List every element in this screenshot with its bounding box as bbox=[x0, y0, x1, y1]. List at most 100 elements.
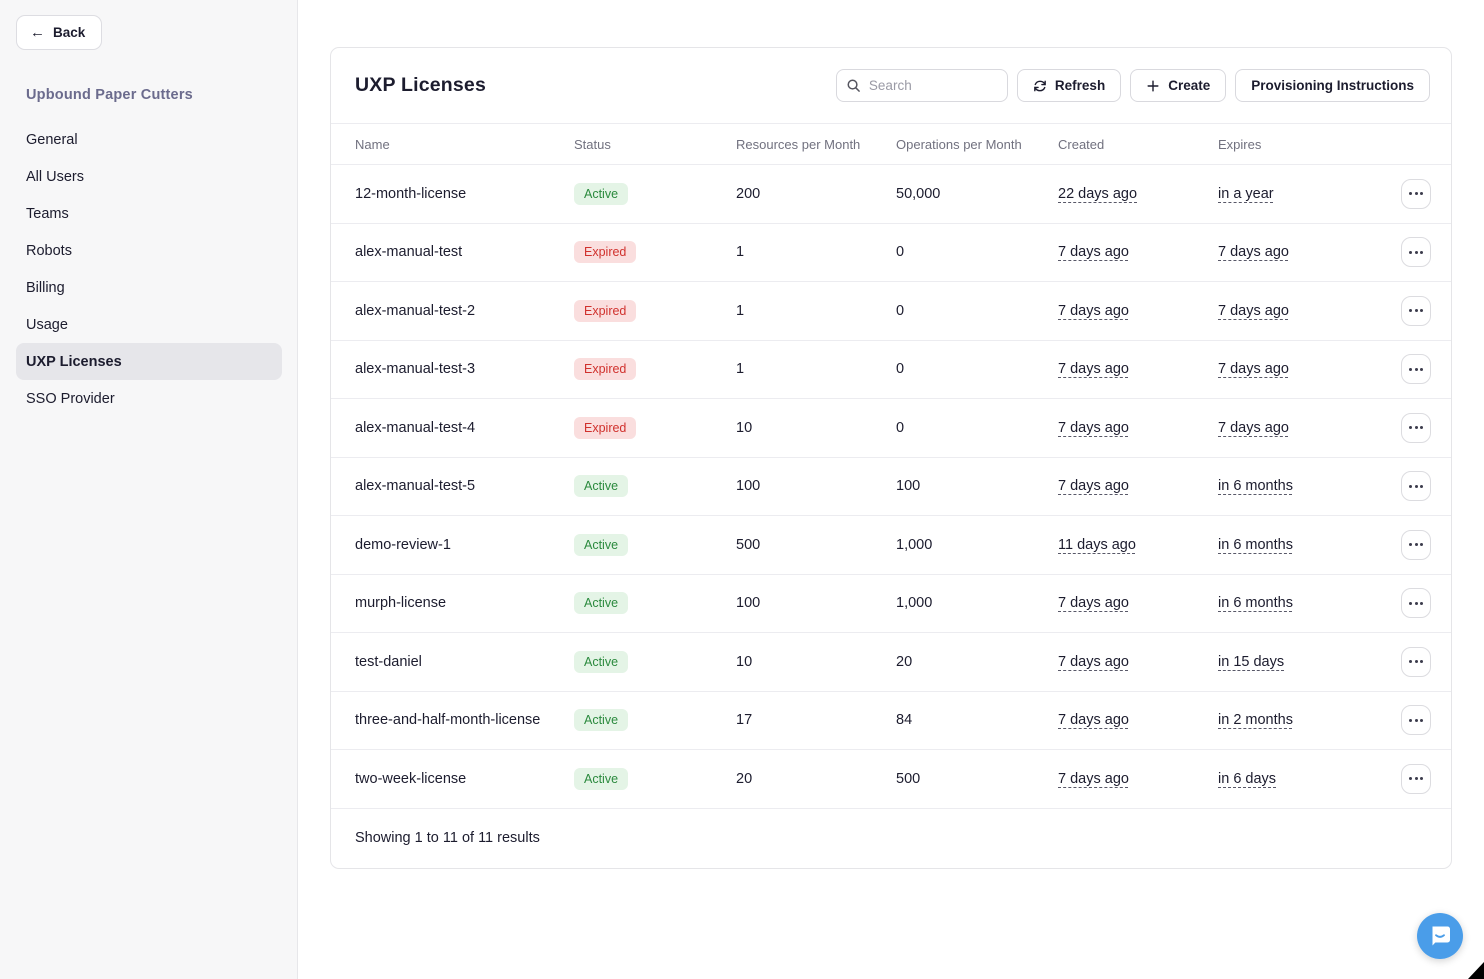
created-relative-time[interactable]: 22 days ago bbox=[1058, 185, 1138, 202]
ellipsis-icon bbox=[1409, 367, 1423, 371]
row-actions-button[interactable] bbox=[1401, 471, 1431, 502]
license-name: 12-month-license bbox=[355, 185, 467, 202]
operations-per-month: 1,000 bbox=[896, 595, 933, 612]
created-relative-time[interactable]: 7 days ago bbox=[1058, 302, 1129, 319]
operations-per-month: 1,000 bbox=[896, 536, 933, 553]
search-input[interactable] bbox=[835, 69, 1008, 102]
create-button[interactable]: Create bbox=[1130, 69, 1227, 102]
status-badge: Expired bbox=[574, 241, 637, 264]
resources-per-month: 100 bbox=[736, 595, 761, 612]
expires-relative-time[interactable]: in 6 months bbox=[1218, 595, 1293, 612]
search-icon bbox=[847, 79, 860, 92]
chat-bubble-icon bbox=[1417, 913, 1463, 959]
status-badge: Active bbox=[574, 709, 629, 732]
resources-per-month: 10 bbox=[736, 419, 753, 436]
refresh-button[interactable]: Refresh bbox=[1016, 69, 1122, 102]
resources-per-month: 1 bbox=[736, 244, 745, 261]
page-title: UXP Licenses bbox=[355, 74, 487, 96]
license-name: demo-review-1 bbox=[355, 536, 451, 553]
ellipsis-icon bbox=[1409, 484, 1423, 488]
table-row: murph-license Active 100 1,000 7 days ag… bbox=[331, 575, 1451, 633]
expires-relative-time[interactable]: in 15 days bbox=[1218, 653, 1285, 670]
table-header-row: Name Status Resources per Month Operatio… bbox=[331, 124, 1451, 165]
created-relative-time[interactable]: 7 days ago bbox=[1058, 712, 1129, 729]
sidebar-item-robots[interactable]: Robots bbox=[26, 242, 72, 259]
column-header-resources: Resources per Month bbox=[736, 136, 861, 152]
license-name: two-week-license bbox=[355, 770, 467, 787]
operations-per-month: 0 bbox=[896, 244, 905, 261]
ellipsis-icon bbox=[1409, 309, 1423, 313]
provisioning-instructions-button[interactable]: Provisioning Instructions bbox=[1235, 69, 1430, 102]
row-actions-button[interactable] bbox=[1401, 412, 1431, 443]
provisioning-instructions-label: Provisioning Instructions bbox=[1251, 78, 1414, 93]
created-relative-time[interactable]: 7 days ago bbox=[1058, 770, 1129, 787]
sidebar-item-usage[interactable]: Usage bbox=[26, 316, 68, 333]
row-actions-button[interactable] bbox=[1401, 354, 1431, 385]
row-actions-button[interactable] bbox=[1401, 588, 1431, 619]
sidebar-item-general[interactable]: General bbox=[26, 131, 78, 148]
search-box bbox=[835, 69, 1008, 102]
row-actions-button[interactable] bbox=[1401, 763, 1431, 794]
sidebar-item-all-users[interactable]: All Users bbox=[26, 168, 85, 185]
expires-relative-time[interactable]: 7 days ago bbox=[1218, 361, 1289, 378]
expires-relative-time[interactable]: 7 days ago bbox=[1218, 302, 1289, 319]
sidebar-item-billing[interactable]: Billing bbox=[26, 279, 65, 296]
column-header-expires: Expires bbox=[1218, 136, 1262, 152]
resources-per-month: 1 bbox=[736, 361, 745, 378]
column-header-created: Created bbox=[1058, 136, 1105, 152]
create-button-label: Create bbox=[1168, 78, 1211, 93]
sidebar-item-uxp-licenses[interactable]: UXP Licenses bbox=[16, 343, 282, 380]
row-actions-button[interactable] bbox=[1401, 295, 1431, 326]
operations-per-month: 20 bbox=[896, 653, 913, 670]
ellipsis-icon bbox=[1409, 601, 1423, 605]
row-actions-button[interactable] bbox=[1401, 178, 1431, 209]
created-relative-time[interactable]: 11 days ago bbox=[1058, 536, 1136, 553]
created-relative-time[interactable]: 7 days ago bbox=[1058, 361, 1129, 378]
row-actions-button[interactable] bbox=[1401, 705, 1431, 736]
operations-per-month: 0 bbox=[896, 419, 905, 436]
results-summary: Showing 1 to 11 of 11 results bbox=[355, 830, 540, 847]
created-relative-time[interactable]: 7 days ago bbox=[1058, 653, 1129, 670]
org-title: Upbound Paper Cutters bbox=[26, 87, 193, 103]
licenses-card: UXP Licenses bbox=[330, 47, 1452, 869]
expires-relative-time[interactable]: in a year bbox=[1218, 185, 1274, 202]
created-relative-time[interactable]: 7 days ago bbox=[1058, 419, 1129, 436]
sidebar: ← Back Upbound Paper Cutters General All… bbox=[0, 0, 298, 979]
created-relative-time[interactable]: 7 days ago bbox=[1058, 478, 1129, 495]
expires-relative-time[interactable]: in 6 months bbox=[1218, 536, 1293, 553]
plus-icon bbox=[1147, 79, 1159, 92]
expires-relative-time[interactable]: in 6 days bbox=[1218, 770, 1277, 787]
refresh-button-label: Refresh bbox=[1054, 78, 1106, 93]
operations-per-month: 0 bbox=[896, 361, 905, 378]
status-badge: Active bbox=[574, 650, 629, 673]
expires-relative-time[interactable]: in 6 months bbox=[1218, 478, 1293, 495]
table-row: alex-manual-test-3 Expired 1 0 7 days ag… bbox=[331, 341, 1451, 399]
status-badge: Active bbox=[574, 767, 629, 790]
ellipsis-icon bbox=[1409, 660, 1423, 664]
created-relative-time[interactable]: 7 days ago bbox=[1058, 595, 1129, 612]
table-row: 12-month-license Active 200 50,000 22 da… bbox=[331, 165, 1451, 224]
column-header-operations: Operations per Month bbox=[896, 136, 1022, 152]
expires-relative-time[interactable]: 7 days ago bbox=[1218, 244, 1289, 261]
created-relative-time[interactable]: 7 days ago bbox=[1058, 244, 1129, 261]
status-badge: Active bbox=[574, 475, 629, 498]
chat-launcher-button[interactable] bbox=[1417, 913, 1463, 959]
expires-relative-time[interactable]: 7 days ago bbox=[1218, 419, 1289, 436]
table-row: alex-manual-test-2 Expired 1 0 7 days ag… bbox=[331, 282, 1451, 341]
ellipsis-icon bbox=[1409, 718, 1423, 722]
row-actions-button[interactable] bbox=[1401, 646, 1431, 677]
ellipsis-icon bbox=[1409, 250, 1423, 254]
expires-relative-time[interactable]: in 2 months bbox=[1218, 712, 1293, 729]
sidebar-item-teams[interactable]: Teams bbox=[26, 205, 69, 222]
column-header-name: Name bbox=[355, 136, 390, 152]
status-badge: Expired bbox=[574, 299, 637, 322]
row-actions-button[interactable] bbox=[1401, 237, 1431, 268]
sidebar-item-sso-provider[interactable]: SSO Provider bbox=[26, 390, 115, 407]
resources-per-month: 1 bbox=[736, 302, 745, 319]
table-row: two-week-license Active 20 500 7 days ag… bbox=[331, 750, 1451, 809]
operations-per-month: 500 bbox=[896, 770, 921, 787]
status-badge: Expired bbox=[574, 358, 637, 381]
main-content: UXP Licenses bbox=[298, 0, 1484, 979]
back-button[interactable]: ← Back bbox=[16, 15, 103, 50]
row-actions-button[interactable] bbox=[1401, 529, 1431, 560]
